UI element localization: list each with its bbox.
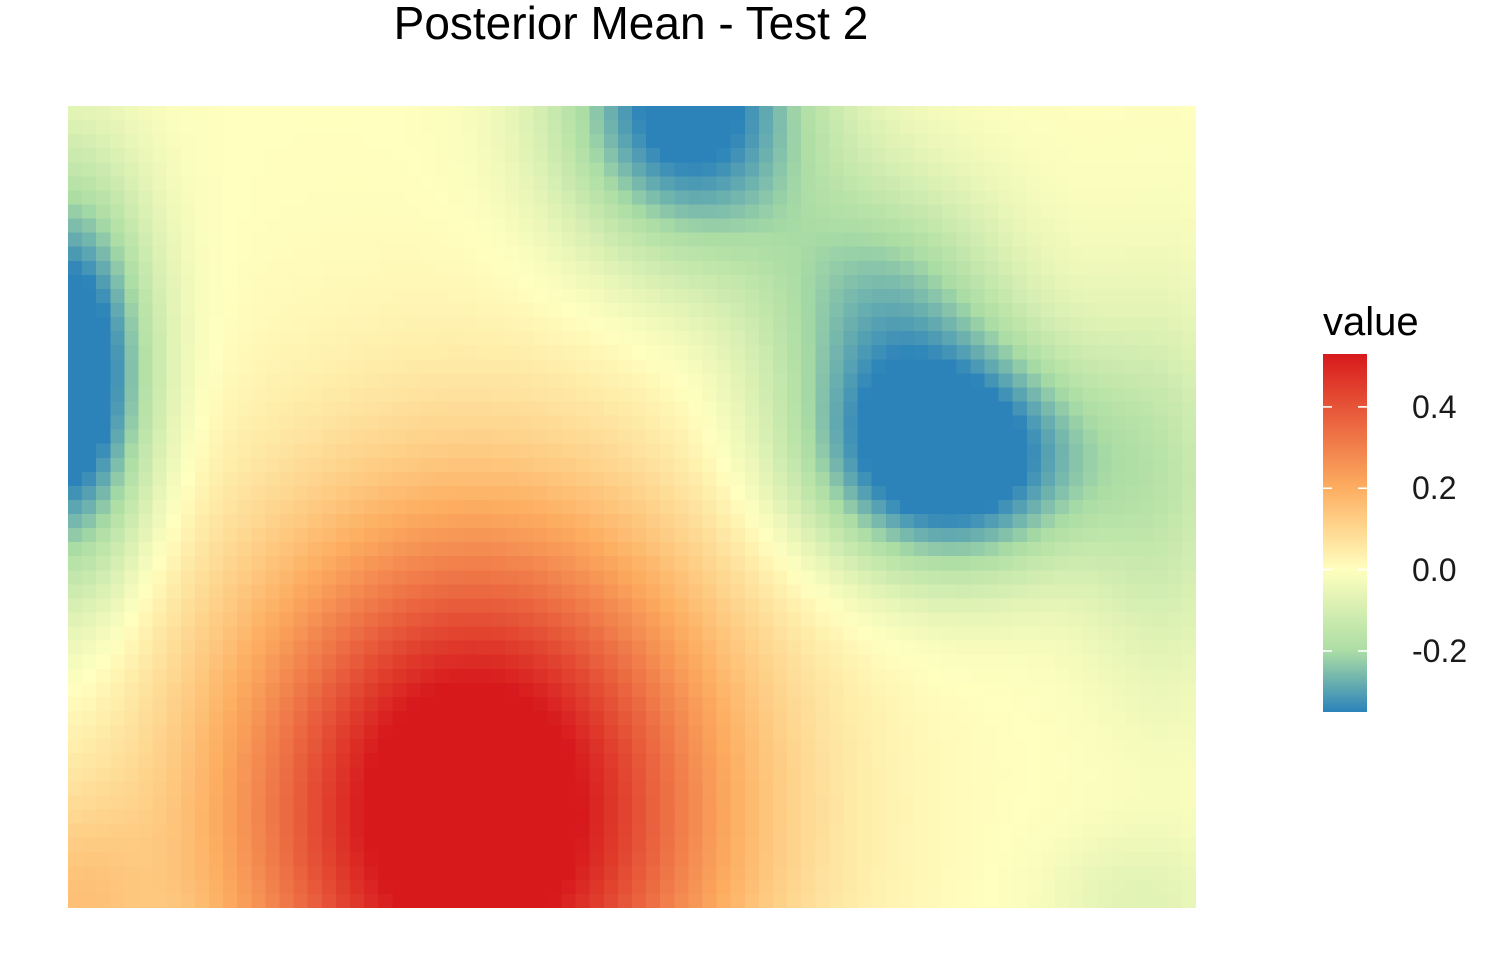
chart-title: Posterior Mean - Test 2 [393,0,869,49]
heatmap-panel [68,106,1196,908]
legend-colorbar [1323,354,1367,712]
legend-tick-label: 0.4 [1412,388,1457,425]
legend-title: value [1323,300,1419,344]
legend-tick-label: -0.2 [1412,632,1468,669]
legend-tick-label: 0.0 [1412,551,1457,588]
legend-tick-label: 0.2 [1412,470,1457,507]
